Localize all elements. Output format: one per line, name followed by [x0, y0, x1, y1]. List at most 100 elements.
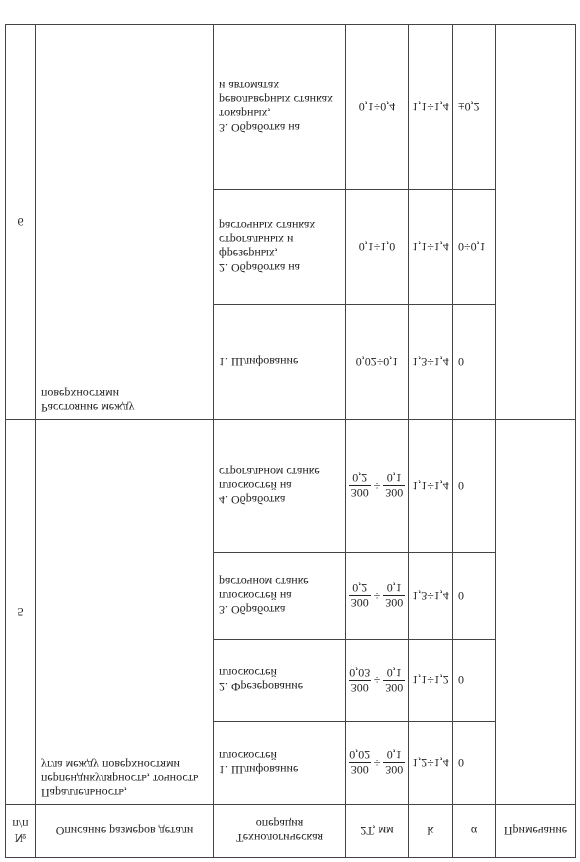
row-number: 5	[5, 419, 36, 805]
alpha-text: ±0,2	[458, 100, 480, 114]
k-cell: 1,1÷1,4	[408, 189, 453, 305]
operation-text: 2. Обработка на фрезерных, строгальных и…	[219, 219, 316, 275]
tolerance-fraction: 300 0,02 ÷ 300 0,1	[348, 748, 406, 778]
tolerance-cell: 300 0,2 ÷ 300 0,1	[345, 552, 409, 640]
alpha-text: 0	[458, 756, 464, 770]
k-text: 1,1÷1,4	[412, 100, 449, 114]
denominator: 0,1	[386, 471, 402, 486]
numerator: 300	[348, 595, 371, 611]
k-cell: 1,2÷1,4	[408, 721, 453, 805]
operation-text: 1. Шлифование	[219, 355, 299, 369]
header-text: α	[470, 824, 478, 838]
k-cell: 1,1÷1,2	[408, 639, 453, 722]
tolerance-cell: 0,1÷0,4	[345, 24, 409, 190]
fraction: 300 0,1	[383, 666, 406, 695]
operation-text: 2. Фрезерование плоскостей	[219, 666, 304, 695]
tolerance-cell: 300 0,2 ÷ 300 0,1	[345, 419, 409, 553]
fraction: 300 0,03	[348, 666, 371, 695]
alpha-text: 0	[458, 355, 464, 369]
fraction: 300 0,2	[348, 581, 371, 611]
header-cell: № п/п	[5, 804, 36, 858]
alpha-cell: 0	[452, 304, 496, 420]
tolerance-cell: 0,02÷0,1	[345, 304, 409, 420]
separator: ÷	[373, 589, 381, 603]
header-text: Примечание	[503, 824, 568, 838]
k-cell: 1,1÷1,4	[408, 419, 453, 553]
k-text: 1,1÷1,2	[412, 673, 449, 688]
fraction: 300 0,2	[348, 471, 371, 501]
fraction: 300 0,1	[383, 748, 406, 778]
header-text: № п/п	[12, 817, 29, 845]
operation-text: 1. Шлифование плоскостей	[219, 749, 299, 777]
alpha-text: 0	[458, 589, 464, 603]
tolerance-text: 0,1÷1,0	[358, 240, 396, 254]
denominator: 0,1	[386, 666, 402, 680]
k-text: 1,3÷1,4	[412, 355, 449, 369]
denominator: 0,1	[386, 748, 402, 763]
header-cell: 2Т, мм	[345, 804, 409, 858]
table: № п/п Описание размеров детали Технологиче…	[5, 24, 576, 858]
alpha-text: 0	[458, 479, 464, 493]
k-text: 1,3÷1,4	[412, 589, 449, 603]
alpha-cell: ±0,2	[452, 24, 496, 190]
header-cell: α	[452, 804, 496, 858]
operation-text: 3. Обработка на токарных, револьверных с…	[219, 79, 334, 135]
numerator: 300	[383, 680, 406, 695]
numerator: 300	[348, 680, 371, 695]
denominator: 0,1	[386, 581, 402, 596]
alpha-cell: 0	[452, 552, 496, 640]
alpha-text: 0÷0,1	[458, 240, 486, 254]
alpha-cell: 0÷0,1	[452, 189, 496, 305]
header-text: Описание размеров детали	[55, 824, 194, 838]
operation-text: 3. Обработка плоскостей на расточном ста…	[219, 575, 309, 617]
alpha-cell: 0	[452, 639, 496, 722]
k-text: 1,1÷1,4	[412, 240, 449, 254]
header-text: 2Т, мм	[360, 824, 394, 838]
description-text: Параллельность, перпендикулярность, точн…	[41, 758, 199, 800]
alpha-cell: 0	[452, 419, 496, 553]
numerator: 300	[383, 762, 406, 778]
operation-cell: 3. Обработка плоскостей на расточном ста…	[213, 552, 346, 640]
tolerance-text: 0,02÷0,1	[355, 355, 399, 369]
denominator: 0,03	[349, 666, 371, 680]
header-cell: Технологическая операция	[213, 804, 346, 858]
tolerance-text: 0,1÷0,4	[358, 100, 396, 114]
denominator: 0,2	[352, 471, 368, 486]
note-cell	[495, 24, 576, 420]
fraction: 300 0,1	[383, 471, 406, 501]
note-cell	[495, 419, 576, 805]
operation-cell: 1. Шлифование плоскостей	[213, 721, 346, 805]
tolerance-cell: 0,1÷1,0	[345, 189, 409, 305]
header-cell: k	[408, 804, 453, 858]
denominator: 0,2	[352, 581, 368, 596]
k-cell: 1,3÷1,4	[408, 552, 453, 640]
header-text: k	[427, 824, 434, 838]
row-description: Расстояние между поверхностями	[35, 24, 214, 420]
operation-cell: 2. Обработка на фрезерных, строгальных и…	[213, 189, 346, 305]
header-cell: Описание размеров детали	[35, 804, 214, 858]
separator: ÷	[373, 756, 381, 770]
operation-cell: 1. Шлифование	[213, 304, 346, 420]
operation-cell: 3. Обработка на токарных, револьверных с…	[213, 24, 346, 190]
k-text: 1,2÷1,4	[412, 756, 449, 770]
fraction: 300 0,1	[383, 581, 406, 611]
numerator: 300	[348, 762, 371, 778]
separator: ÷	[373, 479, 381, 493]
number-text: 6	[17, 215, 24, 229]
k-cell: 1,1÷1,4	[408, 24, 453, 190]
description-text: Расстояние между поверхностями	[41, 387, 135, 415]
tolerance-fraction: 300 0,2 ÷ 300 0,1	[348, 471, 406, 501]
numerator: 300	[383, 595, 406, 611]
row-description: Параллельность, перпендикулярность, точн…	[35, 419, 214, 805]
operation-cell: 2. Фрезерование плоскостей	[213, 639, 346, 722]
denominator: 0,02	[349, 748, 371, 763]
tolerance-fraction: 300 0,03 ÷ 300 0,1	[348, 666, 406, 695]
number-text: 5	[17, 605, 24, 619]
alpha-cell: 0	[452, 721, 496, 805]
tolerance-cell: 300 0,03 ÷ 300 0,1	[345, 639, 409, 722]
operation-cell: 4. Обработка плоскостей на строгальном с…	[213, 419, 346, 553]
k-text: 1,1÷1,4	[412, 479, 449, 493]
alpha-text: 0	[458, 673, 464, 688]
numerator: 300	[348, 485, 371, 501]
